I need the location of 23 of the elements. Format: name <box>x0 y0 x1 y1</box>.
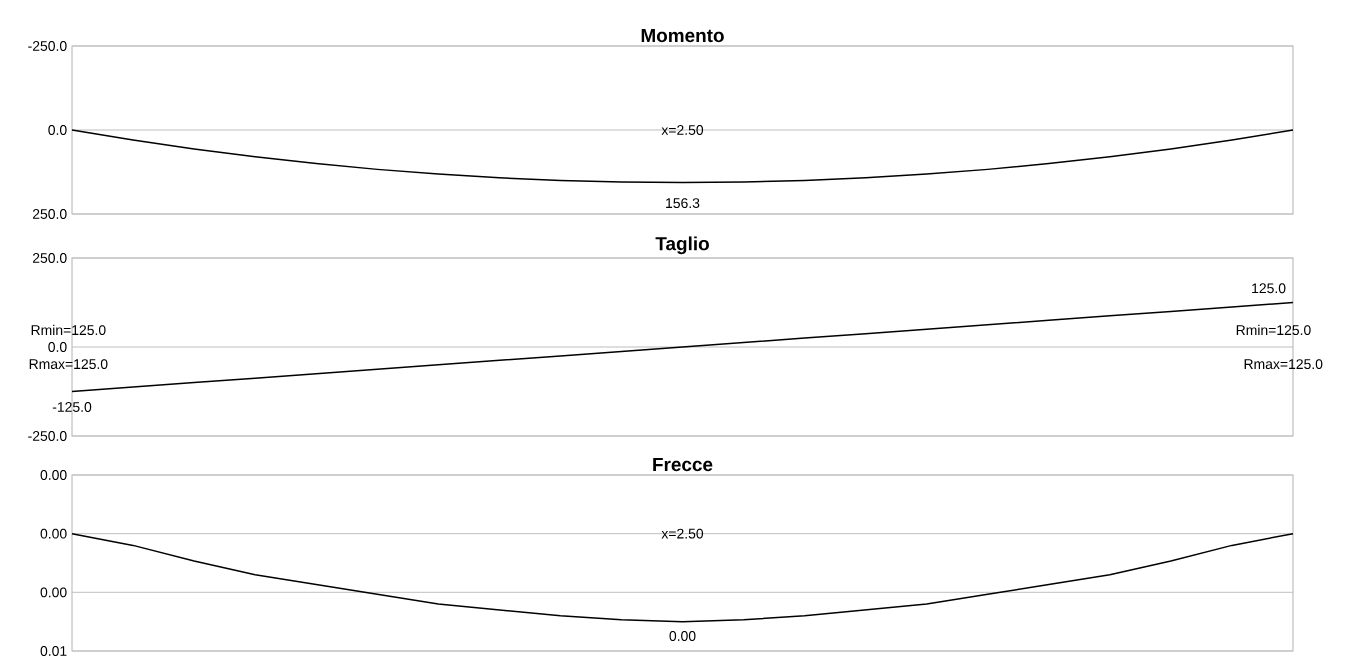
chart-title: Frecce <box>653 458 713 472</box>
y-tick-label: 0.0 <box>48 125 67 136</box>
annotation: Rmin=125.0 <box>31 325 106 336</box>
annotation: Rmax=125.0 <box>29 359 108 370</box>
annotation: 0.00 <box>669 631 696 642</box>
y-tick-label: 250.0 <box>32 209 67 220</box>
annotation: 125.0 <box>1252 283 1286 294</box>
chart-title: Taglio <box>655 236 709 255</box>
y-tick-label: 0.00 <box>40 528 67 539</box>
y-tick-label: 0.01 <box>40 646 67 657</box>
y-tick-label: -250.0 <box>28 41 67 52</box>
y-tick-label: -250.0 <box>28 431 67 442</box>
chart-title: Momento <box>641 29 724 43</box>
y-tick-label: 0.00 <box>40 470 67 481</box>
annotation: 156.3 <box>666 198 700 209</box>
annotation: x=2.50 <box>661 125 704 136</box>
y-tick-label: 0.00 <box>40 587 67 598</box>
annotation: Rmax=125.0 <box>1244 359 1323 370</box>
annotation: -125.0 <box>52 402 92 413</box>
y-tick-label: 250.0 <box>32 253 67 264</box>
annotation: Rmin=125.0 <box>1236 325 1311 336</box>
annotation: x=2.50 <box>661 528 704 539</box>
y-tick-label: 0.0 <box>48 342 67 353</box>
